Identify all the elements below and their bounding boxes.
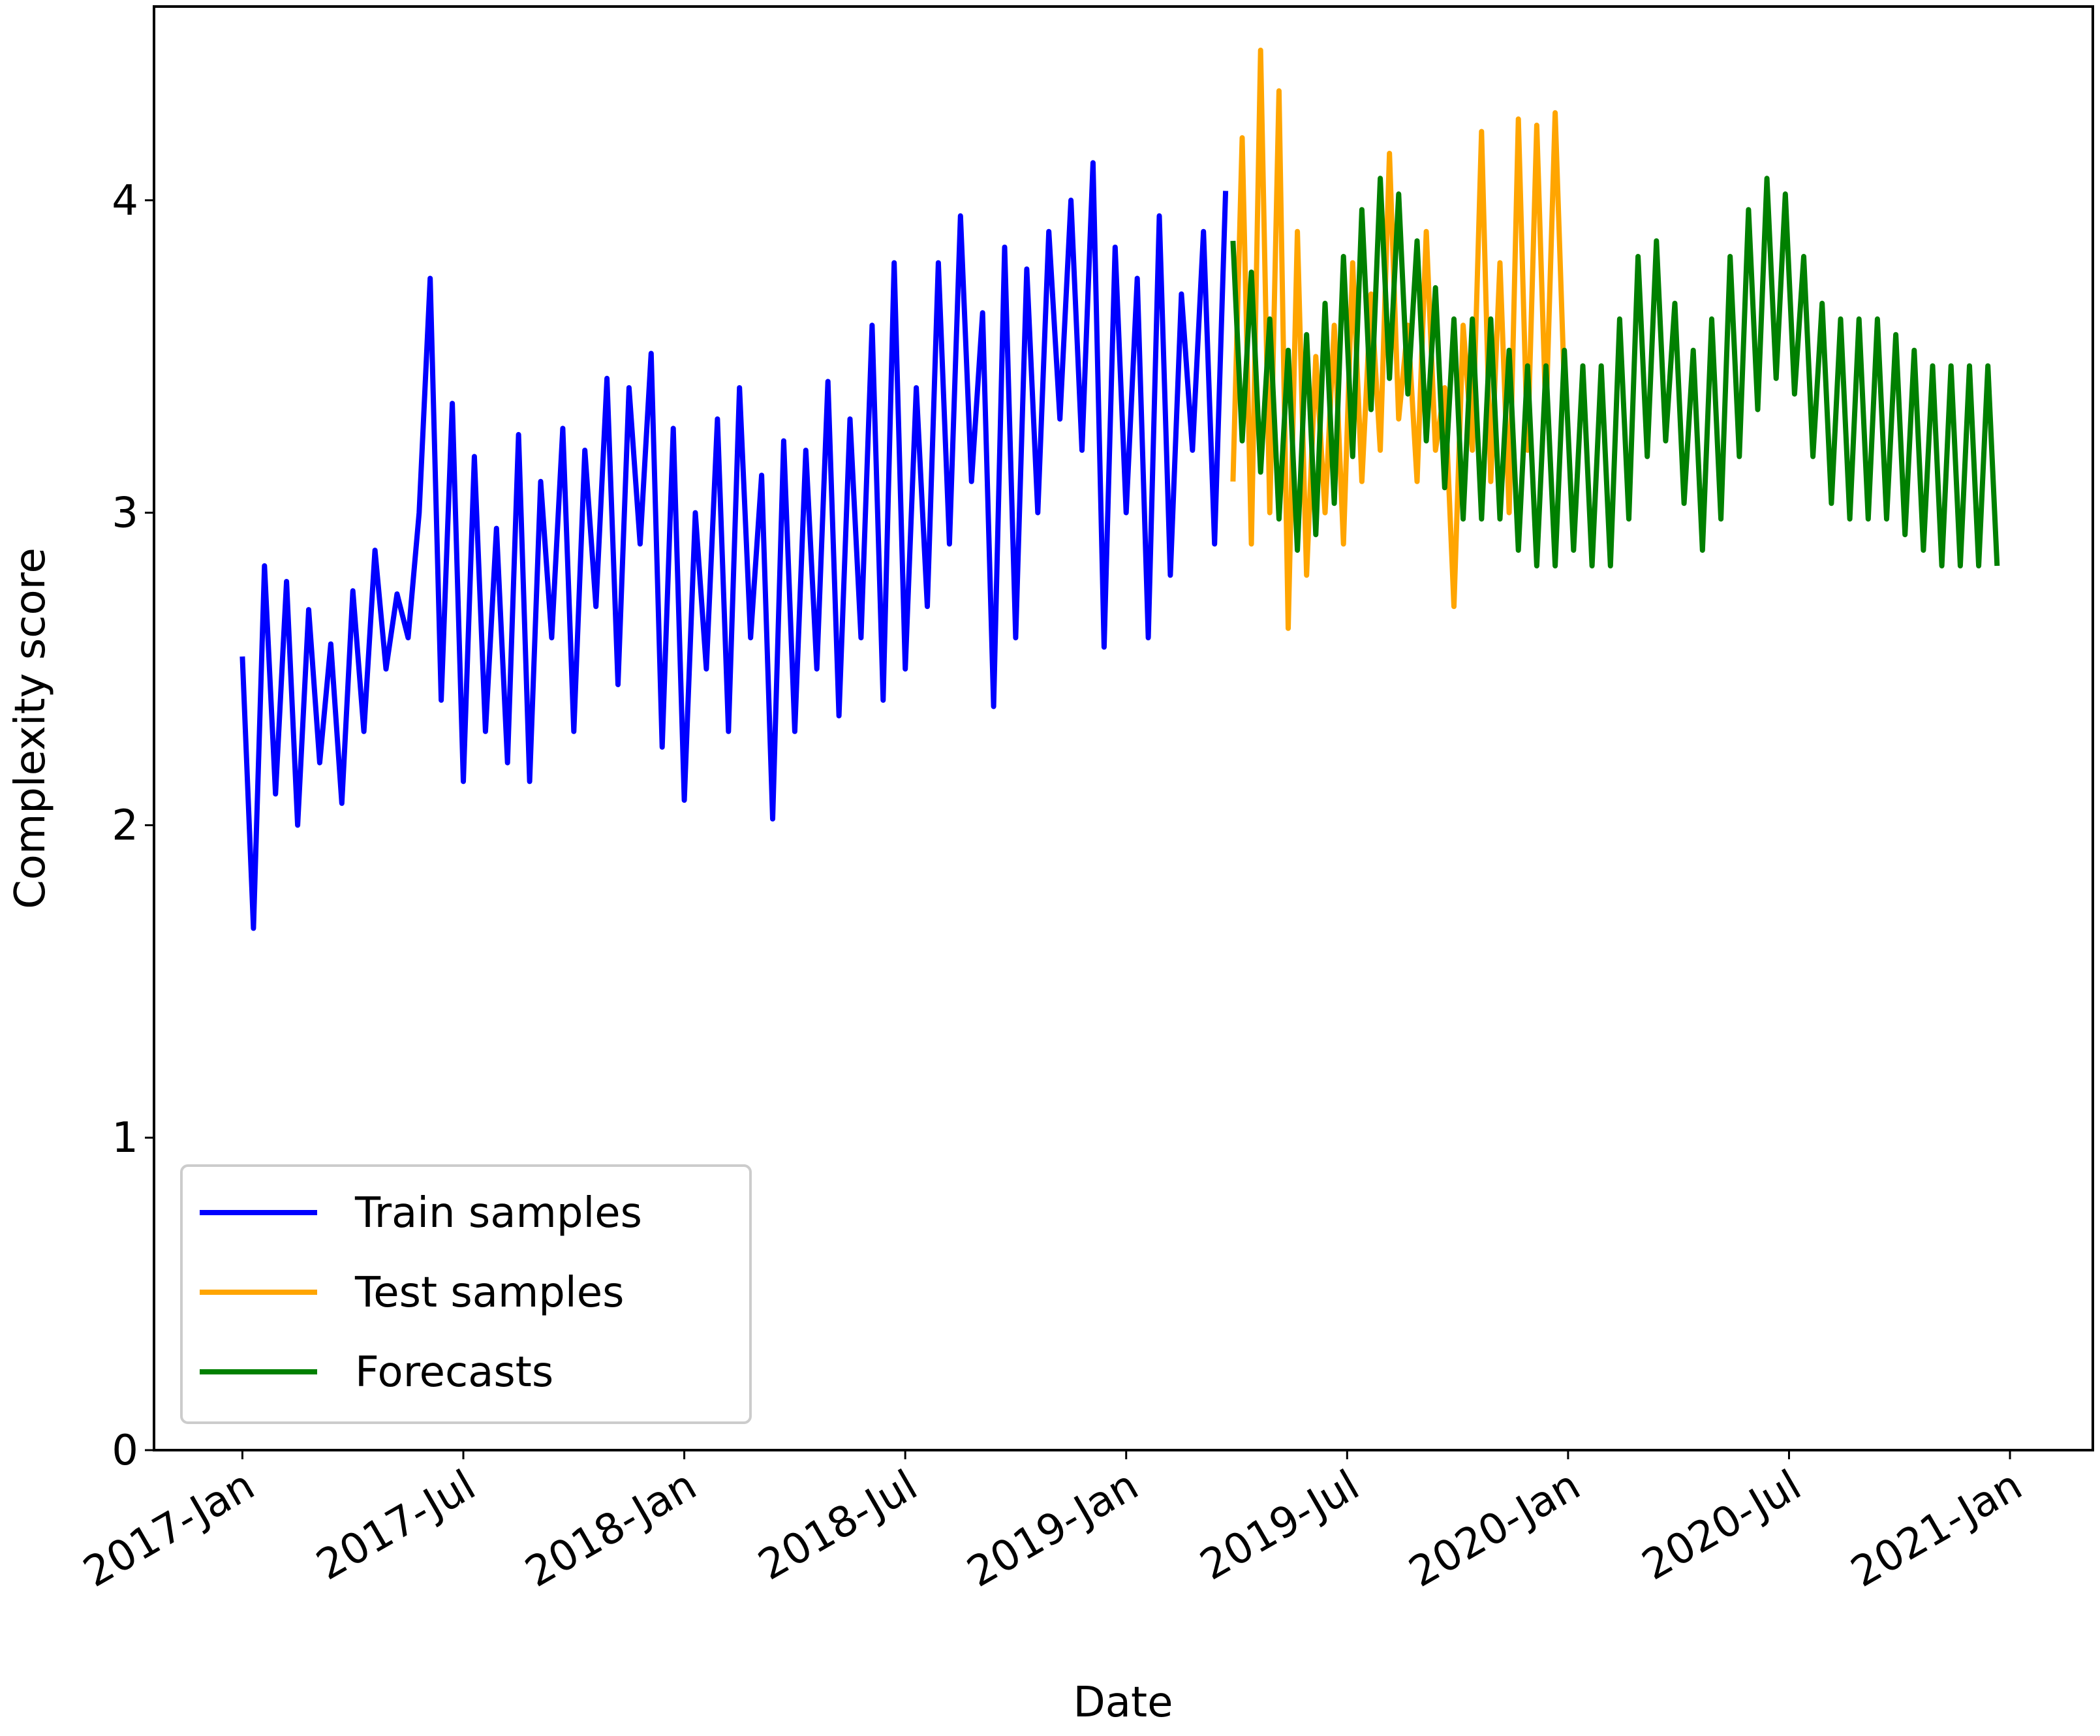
x-axis-label: Date [1073,1679,1173,1727]
series-line [1230,176,2000,568]
y-tick-label: 2 [112,801,138,850]
x-tick-label: 2019-Jul [1192,1461,1367,1590]
x-tick-label: 2017-Jul [309,1461,484,1590]
y-tick-label: 1 [112,1114,138,1162]
series-line [239,160,1229,931]
x-tick-label: 2018-Jul [750,1461,925,1590]
y-tick-label: 3 [112,489,138,538]
legend-box [180,1164,752,1424]
x-tick-label: 2018-Jan [517,1461,705,1597]
legend-label: Test samples [354,1269,624,1317]
x-tick-label: 2020-Jul [1634,1461,1809,1590]
x-tick-label: 2020-Jan [1401,1461,1588,1597]
x-tick-label: 2019-Jan [959,1461,1147,1597]
legend: Train samples Test samples Forecasts [180,1164,752,1424]
legend-label: Train samples [354,1189,642,1237]
plot-frame [153,5,2094,1451]
x-tick-label: 2017-Jan [76,1461,263,1597]
legend-label: Forecasts [355,1348,553,1397]
series-line [1230,48,1567,631]
x-tick-label: 2021-Jan [1843,1461,2030,1597]
y-tick-label: 4 [112,177,138,225]
y-axis-label: Complexity score [7,548,55,909]
y-tick-label: 0 [112,1427,138,1475]
